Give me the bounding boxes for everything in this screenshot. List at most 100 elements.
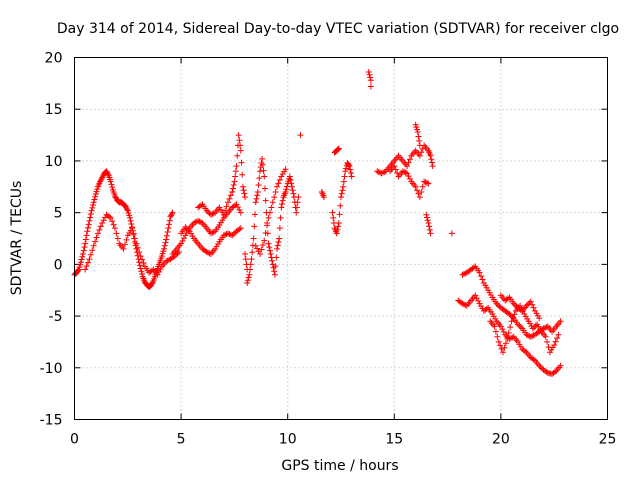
data-point	[335, 146, 342, 153]
data-point	[340, 178, 347, 185]
data-point	[137, 265, 144, 272]
data-point	[229, 185, 236, 192]
data-point	[266, 247, 273, 254]
data-point	[276, 235, 283, 242]
data-point	[505, 329, 512, 336]
data-point	[367, 83, 374, 90]
data-point	[448, 230, 455, 237]
data-point	[544, 338, 551, 345]
data-point	[493, 300, 500, 307]
data-point	[269, 257, 276, 264]
data-point	[178, 240, 185, 247]
data-point	[392, 166, 399, 173]
data-point	[414, 187, 421, 194]
data-point	[92, 193, 99, 200]
data-point	[516, 322, 523, 329]
data-point	[275, 180, 282, 187]
data-point	[179, 237, 186, 244]
data-point	[514, 321, 521, 328]
data-point	[237, 225, 244, 232]
data-point	[428, 156, 435, 163]
data-point	[416, 142, 423, 149]
data-point	[401, 168, 408, 175]
data-points	[71, 68, 564, 377]
data-point	[190, 219, 197, 226]
data-point	[261, 185, 268, 192]
data-point	[166, 217, 173, 224]
data-point	[498, 345, 505, 352]
data-point	[236, 206, 243, 213]
data-point	[209, 211, 216, 218]
data-point	[133, 240, 140, 247]
data-point	[252, 242, 259, 249]
data-point	[406, 156, 413, 163]
data-point	[161, 245, 168, 252]
data-point	[222, 207, 229, 214]
data-point	[542, 333, 549, 340]
data-point	[254, 192, 261, 199]
data-point	[233, 163, 240, 170]
data-point	[404, 170, 411, 177]
data-point	[113, 230, 120, 237]
data-point	[529, 333, 536, 340]
data-point	[250, 235, 257, 242]
data-point	[460, 271, 467, 278]
data-point	[274, 242, 281, 249]
data-point	[422, 179, 429, 186]
data-point	[290, 190, 297, 197]
data-point	[419, 183, 426, 190]
data-point	[78, 256, 85, 263]
data-point	[91, 196, 98, 203]
data-point	[505, 295, 512, 302]
data-point	[335, 145, 342, 152]
data-point	[269, 199, 276, 206]
data-point	[512, 302, 519, 309]
data-point	[365, 68, 372, 75]
data-point	[404, 163, 411, 170]
data-point	[555, 331, 562, 338]
data-point	[97, 177, 104, 184]
data-point	[185, 226, 192, 233]
data-point	[391, 163, 398, 170]
data-point	[502, 331, 509, 338]
data-point	[255, 182, 262, 189]
data-point	[107, 214, 114, 221]
data-point	[137, 253, 144, 260]
x-axis-label: GPS time / hours	[281, 458, 398, 474]
data-point	[84, 228, 91, 235]
data-point	[532, 322, 539, 329]
data-point	[501, 344, 508, 351]
x-tick-label: 25	[599, 432, 617, 448]
data-point	[530, 356, 537, 363]
y-tick-label: 5	[54, 206, 63, 222]
data-point	[426, 226, 433, 233]
data-point	[99, 219, 106, 226]
data-point	[80, 251, 87, 258]
data-point	[106, 213, 113, 220]
data-point	[508, 318, 515, 325]
data-point	[530, 304, 537, 311]
data-point	[379, 169, 386, 176]
data-point	[529, 301, 536, 308]
data-point	[500, 349, 507, 356]
data-point	[339, 187, 346, 194]
data-point	[529, 325, 536, 332]
data-point	[551, 342, 558, 349]
data-point	[267, 251, 274, 258]
y-tick-label: 15	[45, 102, 63, 118]
data-point	[499, 326, 506, 333]
data-point	[274, 245, 281, 252]
y-tick-label: -15	[40, 413, 63, 429]
data-point	[89, 204, 96, 211]
data-point	[134, 244, 141, 251]
data-point	[161, 242, 168, 249]
data-point	[274, 183, 281, 190]
data-point	[491, 323, 498, 330]
data-point	[220, 211, 227, 218]
data-point	[399, 168, 406, 175]
data-point	[207, 211, 214, 218]
data-point	[97, 223, 104, 230]
data-point	[335, 219, 342, 226]
data-point	[148, 267, 155, 274]
